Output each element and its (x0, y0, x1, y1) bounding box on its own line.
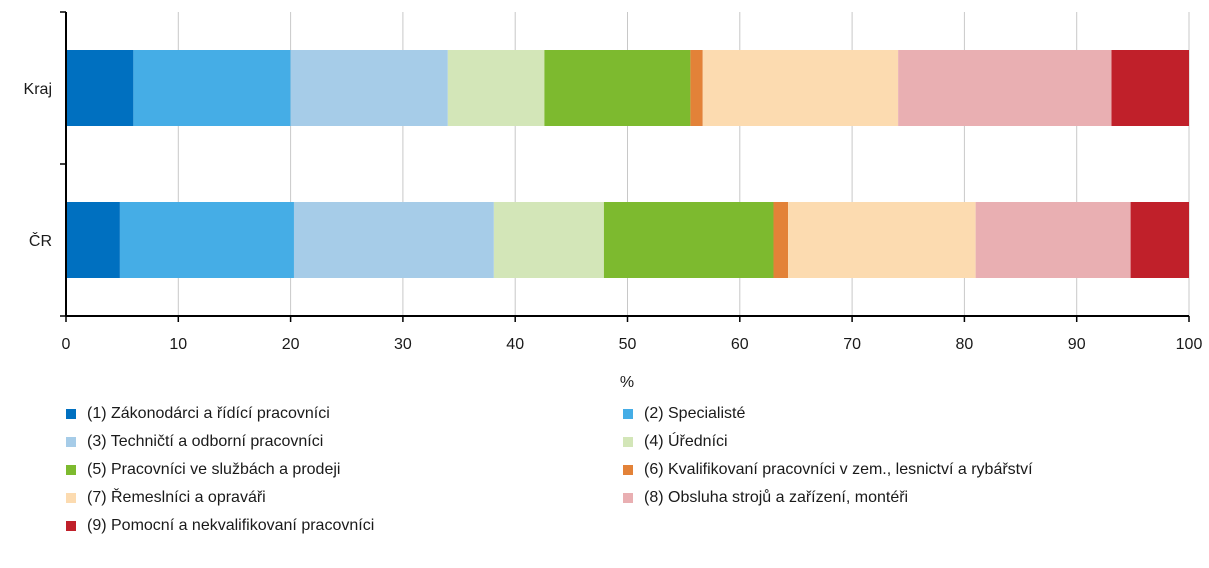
legend-item: (5) Pracovníci ve službách a prodeji (66, 458, 340, 482)
x-tick-label: 10 (169, 336, 187, 353)
legend-item: (1) Zákonodárci a řídící pracovníci (66, 402, 330, 426)
legend-item: (2) Specialisté (623, 402, 745, 426)
bar-segment (66, 50, 134, 126)
x-tick-label: 30 (394, 336, 412, 353)
bar-segment (293, 202, 494, 278)
axes (60, 11, 1190, 322)
bar-segment (290, 50, 448, 126)
x-tick-label: 40 (506, 336, 524, 353)
bar-segment (133, 50, 291, 126)
bar-segment (603, 202, 774, 278)
x-tick-label: 80 (956, 336, 974, 353)
legend-swatch (66, 437, 76, 447)
bar-segment (773, 202, 789, 278)
bar-segment (898, 50, 1112, 126)
x-tick-label: 60 (731, 336, 749, 353)
x-tick-label: 20 (282, 336, 300, 353)
legend-swatch (66, 493, 76, 503)
x-tick-label: 50 (619, 336, 637, 353)
legend-label: (3) Techničtí a odborní pracovníci (87, 433, 324, 450)
legend-swatch (623, 493, 633, 503)
legend-item: (8) Obsluha strojů a zařízení, montéři (623, 486, 908, 510)
bar-segment (788, 202, 976, 278)
bar-segment (119, 202, 294, 278)
x-tick-label: 0 (62, 336, 71, 353)
legend-label: (9) Pomocní a nekvalifikovaní pracovníci (87, 517, 375, 534)
bar-segment (447, 50, 545, 126)
legend-swatch (66, 465, 76, 475)
legend-swatch (66, 409, 76, 419)
legend-swatch (66, 521, 76, 531)
bars (66, 50, 1189, 278)
legend-label: (7) Řemeslníci a opraváři (87, 489, 266, 506)
bar-segment (702, 50, 899, 126)
stacked-bar-chart: 0 10 20 30 40 50 60 70 80 90 100 Kraj ČR % (24, 11, 1203, 391)
legend-label: (4) Úředníci (644, 433, 728, 450)
category-label: ČR (29, 231, 52, 250)
bar-segment (1130, 202, 1189, 278)
x-tick-label: 70 (843, 336, 861, 353)
bar-segment (690, 50, 703, 126)
bar-segment (66, 202, 120, 278)
legend-swatch (623, 409, 633, 419)
bar-segment (544, 50, 691, 126)
legend-swatch (623, 437, 633, 447)
legend-item: (4) Úředníci (623, 430, 728, 454)
legend-label: (5) Pracovníci ve službách a prodeji (87, 461, 341, 478)
bar-segment (493, 202, 604, 278)
category-label: Kraj (24, 81, 52, 98)
legend-item: (6) Kvalifikovaní pracovníci v zem., les… (623, 458, 1033, 482)
legend-label: (1) Zákonodárci a řídící pracovníci (87, 405, 330, 422)
x-tick-label: 100 (1176, 336, 1203, 353)
x-tick-label: 90 (1068, 336, 1086, 353)
legend-swatch (623, 465, 633, 475)
legend-label: (6) Kvalifikovaní pracovníci v zem., les… (644, 461, 1033, 478)
bar-segment (1111, 50, 1189, 126)
legend-item: (3) Techničtí a odborní pracovníci (66, 430, 323, 454)
legend-item: (7) Řemeslníci a opraváři (66, 486, 266, 510)
x-axis-label: % (620, 374, 634, 391)
bar-segment (975, 202, 1131, 278)
legend-item: (9) Pomocní a nekvalifikovaní pracovníci (66, 514, 374, 538)
legend-label: (2) Specialisté (644, 405, 746, 422)
category-labels: Kraj ČR (24, 81, 52, 250)
x-tick-labels: 0 10 20 30 40 50 60 70 80 90 100 (62, 336, 1203, 353)
legend-label: (8) Obsluha strojů a zařízení, montéři (644, 489, 909, 506)
